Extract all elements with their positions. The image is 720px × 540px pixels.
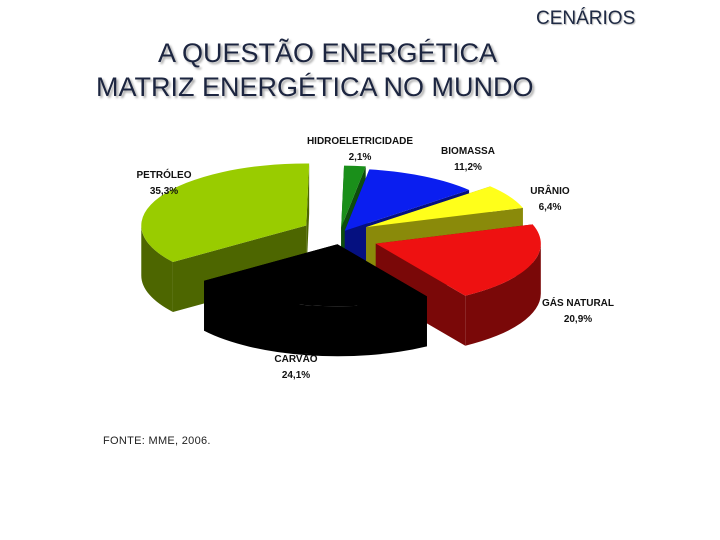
biomassa-slice: [344, 169, 470, 231]
petroleo-value-label: 35,3%: [150, 186, 178, 197]
hidro-label: HIDROELETRICIDADE: [307, 136, 413, 147]
hidro-value-label: 2,1%: [349, 152, 372, 163]
biomassa-value-label: 11,2%: [454, 162, 482, 173]
petroleo-label: PETRÓLEO: [136, 168, 191, 181]
pie-labels: HIDROELETRICIDADE 2,1% BIOMASSA 11,2% URÂNIO…: [136, 136, 614, 381]
section-label: CENÁRIOS: [536, 8, 636, 29]
carvao-slice: [204, 244, 427, 307]
petroleo-rim-1: [141, 225, 173, 312]
pie-slices: [141, 163, 541, 357]
gas-label: GÁS NATURAL: [542, 296, 614, 309]
source-note: FONTE: MME, 2006.: [103, 435, 211, 447]
uranio-label: URÂNIO: [530, 184, 570, 197]
carvao-label: CARVÃO: [274, 352, 317, 365]
carvao-value-label: 24,1%: [282, 370, 310, 381]
biomassa-label: BIOMASSA: [441, 146, 495, 157]
page-title: A QUESTÃO ENERGÉTICA MATRIZ ENERGÉTICA N…: [0, 36, 700, 104]
title-line-1: A QUESTÃO ENERGÉTICA: [158, 38, 498, 68]
gas-slice: [375, 224, 541, 296]
gas-value-label: 20,9%: [564, 314, 592, 325]
petroleo-side-wall-2: [306, 163, 310, 276]
gas-rim-1: [465, 243, 541, 346]
petroleo-slice: [141, 163, 310, 262]
uranio-slice: [366, 186, 523, 228]
carvao-rim-1: [204, 280, 427, 357]
hidro-slice: [341, 165, 366, 228]
title-line-2: MATRIZ ENERGÉTICA NO MUNDO: [96, 72, 534, 102]
uranio-value-label: 6,4%: [539, 202, 562, 213]
